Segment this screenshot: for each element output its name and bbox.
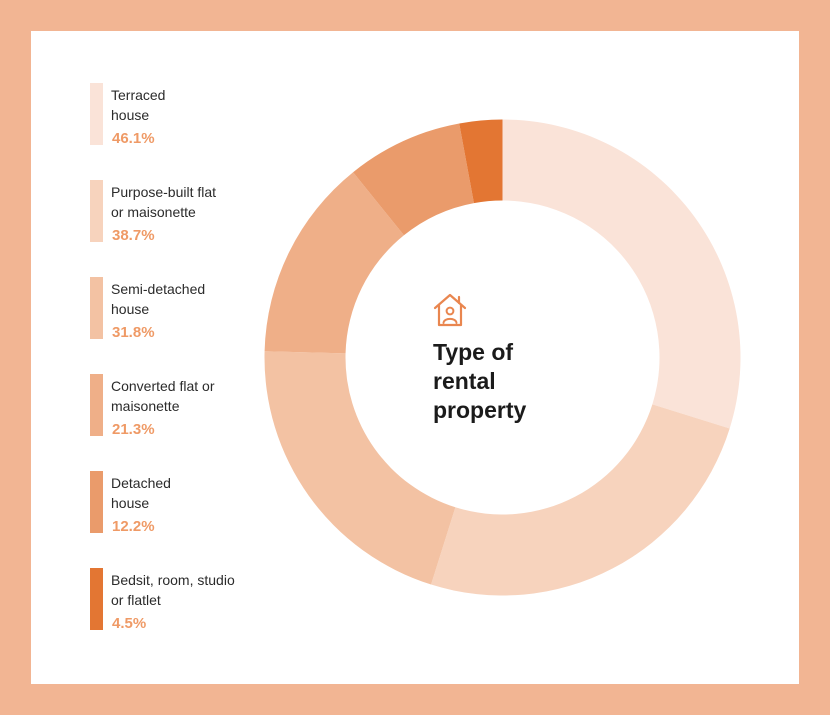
title-line3: property: [433, 397, 527, 423]
house-person-icon: [433, 293, 467, 327]
legend-label-line2: or maisonette: [111, 204, 196, 220]
legend-item-detached-house: Detached house 12.2%: [90, 471, 290, 535]
donut-segment-2: [431, 404, 730, 596]
donut-segment-3: [264, 351, 456, 585]
legend-label-line1: Converted flat or: [111, 378, 215, 394]
legend-value: 4.5%: [112, 615, 147, 632]
legend-label-line2: house: [111, 301, 150, 317]
legend-label-line1: Semi-detached: [111, 281, 206, 297]
legend-label: Semi-detached house: [111, 279, 261, 319]
legend-label-line2: maisonette: [111, 398, 180, 414]
legend-item-bedsit-room-studio: Bedsit, room, studio or flatlet 4.5%: [90, 568, 290, 632]
legend-label: Terraced house: [111, 85, 261, 125]
title-line2: rental: [433, 368, 496, 394]
donut-chart: [264, 119, 741, 596]
legend-label: Purpose-built flat or maisonette: [111, 182, 261, 222]
legend-swatch: [90, 374, 103, 436]
donut-segment-6: [459, 119, 503, 204]
legend-value: 31.8%: [112, 324, 155, 341]
legend-label-line1: Purpose-built flat: [111, 184, 217, 200]
legend-label-line1: Terraced: [111, 87, 166, 103]
legend-swatch: [90, 180, 103, 242]
legend-value: 38.7%: [112, 227, 155, 244]
donut-segment-5: [353, 123, 474, 236]
legend-label: Converted flat or maisonette: [111, 376, 261, 416]
legend-swatch: [90, 83, 103, 145]
legend-label-line1: Detached: [111, 475, 171, 491]
legend-swatch: [90, 568, 103, 630]
legend-label: Detached house: [111, 473, 261, 513]
legend-swatch: [90, 277, 103, 339]
legend-label: Bedsit, room, studio or flatlet: [111, 570, 261, 610]
legend-item-purpose-built-flat: Purpose-built flat or maisonette 38.7%: [90, 180, 290, 244]
legend-swatch: [90, 471, 103, 533]
title-line1: Type of: [433, 339, 514, 365]
chart-title: Type of rental property: [433, 338, 583, 425]
legend-value: 12.2%: [112, 518, 155, 535]
legend-label-line2: or flatlet: [111, 592, 161, 608]
legend-item-semi-detached-house: Semi-detached house 31.8%: [90, 277, 290, 341]
legend-label-line2: house: [111, 495, 150, 511]
legend-item-terraced-house: Terraced house 46.1%: [90, 83, 290, 147]
donut-segment-4: [264, 172, 404, 354]
donut-segment-1: [502, 119, 741, 429]
legend-label-line2: house: [111, 107, 150, 123]
legend-value: 46.1%: [112, 130, 155, 147]
legend-item-converted-flat: Converted flat or maisonette 21.3%: [90, 374, 290, 438]
legend-label-line1: Bedsit, room, studio: [111, 572, 235, 588]
legend-value: 21.3%: [112, 421, 155, 438]
